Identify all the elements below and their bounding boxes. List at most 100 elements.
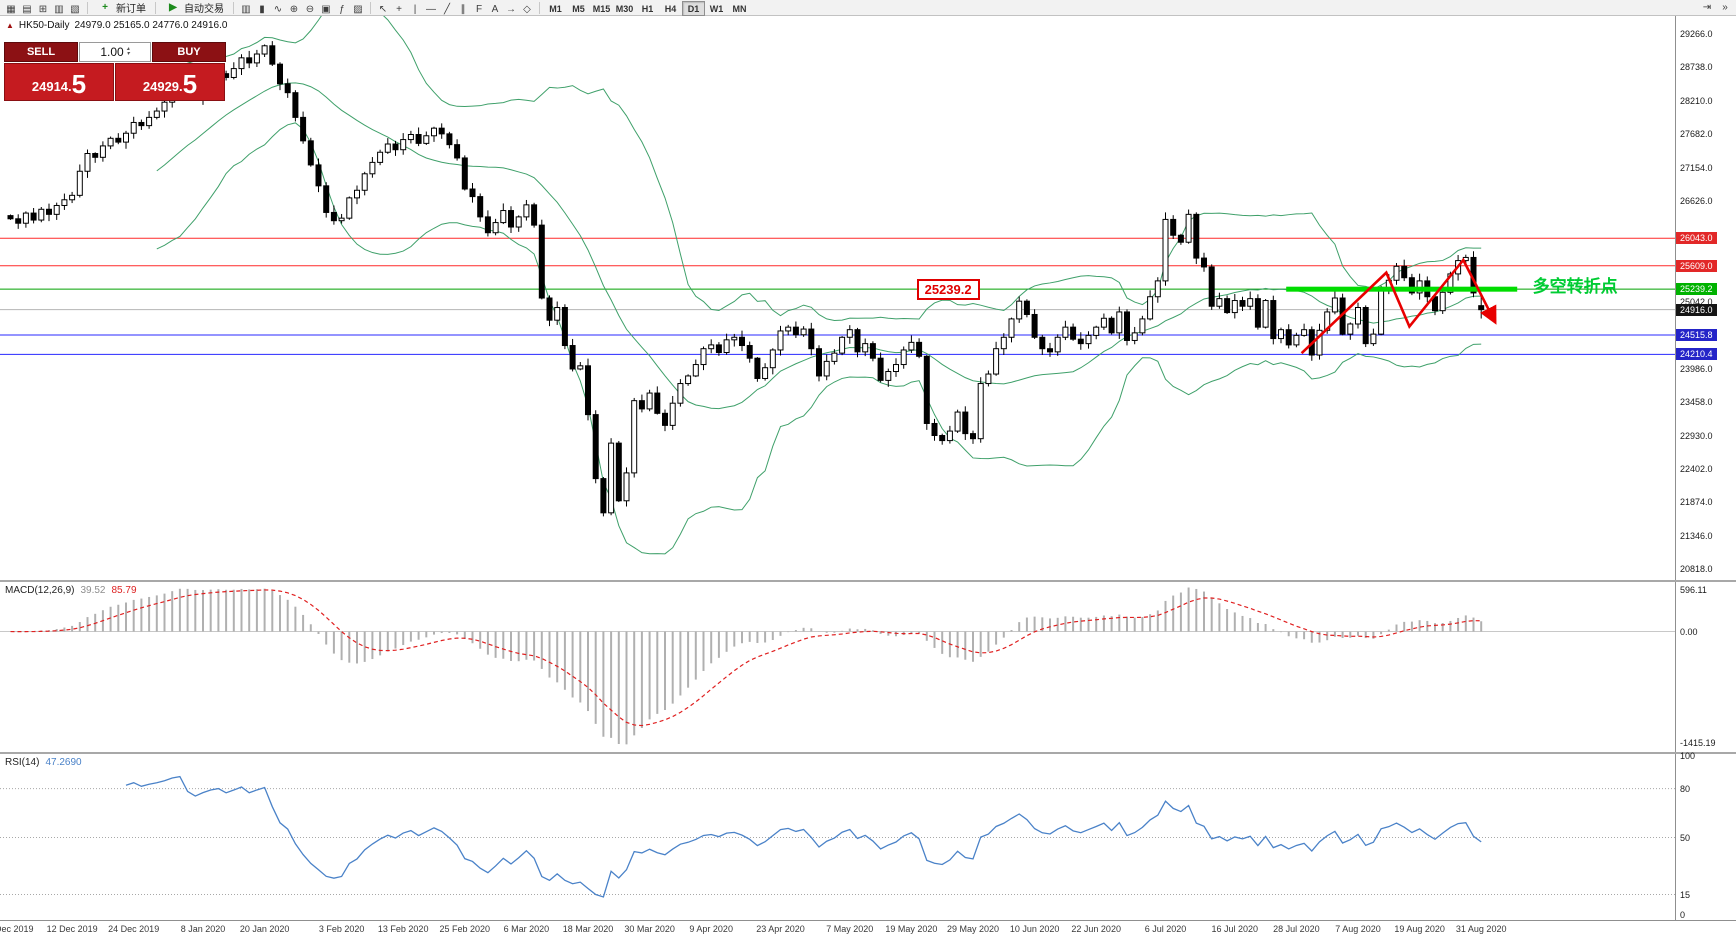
- timeframe-h4[interactable]: H4: [664, 3, 677, 14]
- lot-value[interactable]: 1.00: [100, 45, 124, 59]
- date-axis-label[interactable]: 30 Mar 2020: [624, 924, 675, 934]
- arrows-icon[interactable]: →: [506, 3, 516, 15]
- date-axis-label[interactable]: 16 Jul 2020: [1211, 924, 1259, 934]
- rsi-scale-label: 0: [1680, 910, 1686, 920]
- date-axis-label[interactable]: 20 Jan 2020: [239, 924, 290, 934]
- indicators-icon[interactable]: ƒ: [339, 3, 345, 15]
- toolbar-separator: [370, 1, 371, 14]
- date-axis-label[interactable]: 19 Aug 2020: [1394, 924, 1445, 934]
- buy-button[interactable]: BUY: [152, 42, 226, 62]
- toolbar-separator: [539, 1, 540, 14]
- chart-shift-icon[interactable]: ⇥: [1702, 2, 1712, 13]
- lot-decrease-icon[interactable]: ▾: [126, 51, 130, 57]
- timeframe-m30[interactable]: M30: [615, 3, 634, 14]
- date-axis-label[interactable]: 18 Mar 2020: [562, 924, 614, 934]
- price-tag-26043.0: 26043.0: [1676, 232, 1717, 245]
- date-axis-label[interactable]: 6 Mar 2020: [503, 924, 550, 934]
- timeframe-mn[interactable]: MN: [732, 3, 747, 14]
- buy-price[interactable]: 24929. 5: [115, 63, 225, 101]
- vertical-line-icon[interactable]: |: [413, 3, 417, 15]
- chart-annotations[interactable]: [1286, 257, 1518, 355]
- templates-icon[interactable]: ▨: [353, 3, 363, 15]
- sell-button[interactable]: SELL: [4, 42, 78, 62]
- date-axis-label[interactable]: 3 Feb 2020: [318, 924, 365, 934]
- macd-main-value: 39.52: [80, 585, 106, 596]
- date-axis-label[interactable]: 19 May 2020: [885, 924, 938, 934]
- cursor-icon[interactable]: ↖: [378, 3, 388, 15]
- date-axis-label[interactable]: 22 Jun 2020: [1071, 924, 1121, 934]
- timeframe-h1[interactable]: H1: [641, 3, 654, 14]
- market-watch-icon[interactable]: ⊞: [38, 3, 48, 15]
- date-axis-label[interactable]: 29 May 2020: [946, 924, 1000, 934]
- macd-indicator-pane[interactable]: [0, 587, 1675, 745]
- rsi-value: 47.2690: [45, 757, 82, 768]
- crosshair-icon[interactable]: +: [396, 3, 402, 15]
- candlesticks: [7, 41, 1485, 517]
- new-order-button[interactable]: + 新订单: [92, 0, 151, 16]
- tile-windows-icon[interactable]: ▣: [321, 3, 331, 15]
- rsi-indicator-pane[interactable]: [0, 775, 1675, 898]
- date-axis-label[interactable]: 31 Aug 2020: [1455, 924, 1507, 934]
- date-axis-label[interactable]: 8 Jan 2020: [180, 924, 226, 934]
- data-window-icon[interactable]: ▥: [54, 3, 64, 15]
- toolbar-separator: [233, 1, 234, 14]
- zigzag-arrow-object[interactable]: [1300, 257, 1497, 355]
- price-axis-label: 29266.0: [1680, 28, 1713, 39]
- date-axis-label[interactable]: 12 Dec 2019: [46, 924, 98, 934]
- autotrading-button[interactable]: ▶ 自动交易: [160, 0, 229, 16]
- date-axis-label[interactable]: 6 Jul 2020: [1144, 924, 1187, 934]
- candlestick-icon[interactable]: ▮: [259, 3, 265, 15]
- price-axis-label: 28738.0: [1680, 62, 1713, 73]
- timeframe-m5[interactable]: M5: [572, 3, 585, 14]
- date-axis-label[interactable]: 9 Apr 2020: [689, 924, 733, 934]
- support-band-object[interactable]: [1286, 286, 1518, 292]
- trendline-icon[interactable]: ╱: [443, 3, 451, 15]
- price-level-callout[interactable]: 25239.2: [916, 279, 980, 301]
- date-axis-label[interactable]: 24 Dec 2019: [108, 924, 160, 934]
- toolbar: ▦ ▤ ⊞ ▥ ▧ + 新订单 ▶ 自动交易 ▥ ▮ ∿ ⊕ ⊖ ▣ ƒ ▨ ↖ + | — ╱ ∥ F A → ◇ M…: [0, 0, 1736, 16]
- text-icon[interactable]: A: [491, 3, 499, 15]
- timeframe-m1[interactable]: M1: [549, 3, 562, 14]
- shapes-icon[interactable]: ◇: [523, 3, 531, 15]
- navigator-icon[interactable]: ▧: [70, 3, 80, 15]
- turning-point-annotation[interactable]: 多空转折点: [1532, 276, 1618, 296]
- rsi-pane-splitter[interactable]: [0, 752, 1736, 754]
- date-axis-label[interactable]: 7 Aug 2020: [1335, 924, 1381, 934]
- price-axis-label: 21346.0: [1680, 530, 1713, 541]
- macd-pane-splitter[interactable]: [0, 580, 1736, 582]
- zoom-out-icon[interactable]: ⊖: [305, 3, 315, 15]
- horizontal-line-objects[interactable]: [0, 237, 1675, 355]
- sell-price[interactable]: 24914. 5: [4, 63, 114, 101]
- toolbar-chart-group: ▥ ▮ ∿ ⊕ ⊖ ▣ ƒ ▨: [238, 0, 366, 17]
- timeframe-m15[interactable]: M15: [592, 3, 611, 14]
- auto-scroll-icon[interactable]: »: [1722, 2, 1728, 13]
- date-axis-label[interactable]: 10 Jun 2020: [1009, 924, 1060, 934]
- toolbar-file-group: ▦ ▤ ⊞ ▥ ▧: [3, 0, 83, 17]
- fibonacci-icon[interactable]: F: [475, 3, 483, 15]
- bar-chart-icon[interactable]: ▥: [241, 3, 251, 15]
- date-axis-label[interactable]: 25 Feb 2020: [439, 924, 491, 934]
- bb-lower: [156, 122, 1482, 555]
- one-click-trading-panel: SELL 1.00 ▴ ▾ BUY 24914. 5 24929. 5: [4, 42, 226, 101]
- date-axis-label[interactable]: 13 Feb 2020: [377, 924, 429, 934]
- profiles-icon[interactable]: ▤: [22, 3, 32, 15]
- date-axis-label[interactable]: 2 Dec 2019: [0, 924, 34, 934]
- lot-increase-icon[interactable]: ▴: [126, 46, 130, 52]
- timeframe-d1[interactable]: D1: [682, 1, 705, 16]
- date-axis-label[interactable]: 28 Jul 2020: [1273, 924, 1320, 934]
- timeframe-w1[interactable]: W1: [709, 3, 724, 14]
- macd-signal-line: [10, 589, 1482, 727]
- buy-price-main: 24929.: [142, 79, 183, 94]
- channel-icon[interactable]: ∥: [460, 3, 466, 15]
- lot-size-input[interactable]: 1.00 ▴ ▾: [79, 42, 151, 62]
- macd-scale-zero: 0.00: [1680, 626, 1698, 637]
- new-chart-icon[interactable]: ▦: [6, 3, 16, 15]
- date-axis-label[interactable]: 23 Apr 2020: [756, 924, 805, 934]
- zoom-in-icon[interactable]: ⊕: [289, 3, 299, 15]
- horizontal-line-icon[interactable]: —: [426, 3, 436, 15]
- line-chart-icon[interactable]: ∿: [273, 3, 283, 15]
- price-tag-25609.0: 25609.0: [1676, 259, 1717, 272]
- price-axis-label: 25042.0: [1680, 296, 1713, 307]
- date-axis-label[interactable]: 7 May 2020: [826, 924, 874, 934]
